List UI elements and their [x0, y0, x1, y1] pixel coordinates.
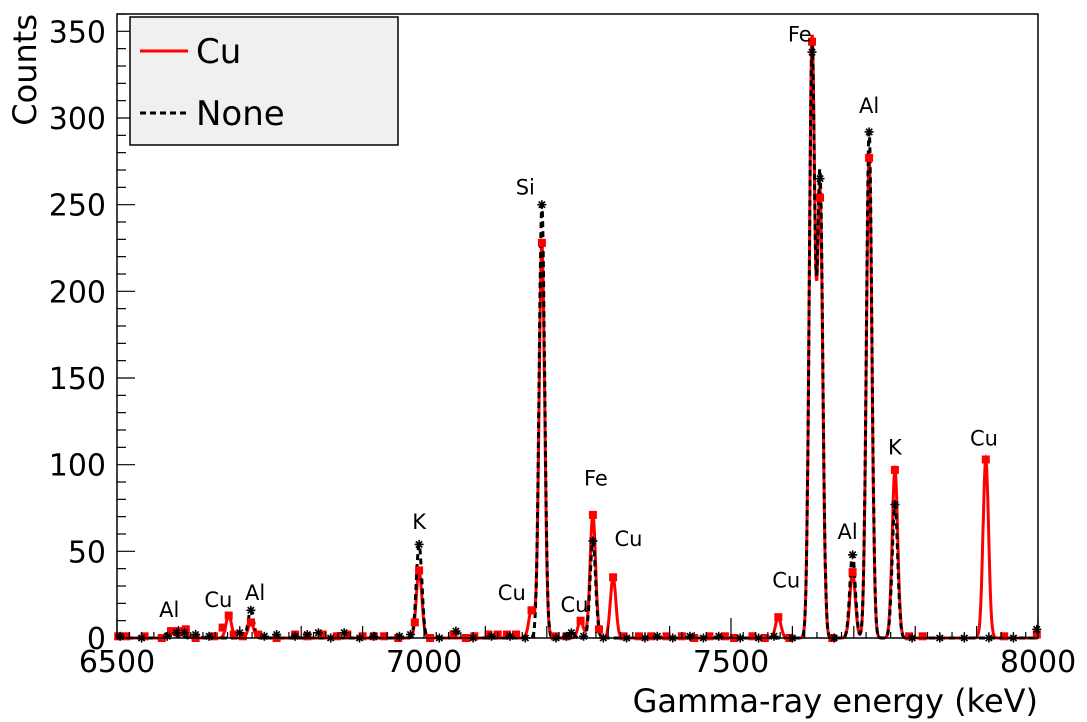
x-axis-title: Gamma-ray energy (keV) — [633, 682, 1038, 720]
data-point-none — [313, 628, 323, 638]
peak-label: Cu — [498, 581, 526, 605]
peak-label: Cu — [560, 593, 588, 617]
data-point-none — [848, 550, 858, 560]
data-point-cu — [318, 630, 327, 639]
y-tick-label: 300 — [49, 102, 106, 137]
data-point-cu — [502, 630, 511, 639]
x-tick-label: 7000 — [386, 645, 462, 680]
peak-label: Fe — [584, 466, 608, 490]
data-point-cu — [332, 632, 341, 641]
data-point-cu — [609, 573, 618, 582]
data-point-none — [864, 127, 874, 137]
y-tick-label: 250 — [49, 189, 106, 224]
data-point-cu — [537, 238, 546, 247]
x-tick-label: 6500 — [79, 645, 155, 680]
y-tick-label: 50 — [68, 535, 106, 570]
data-point-cu — [140, 632, 149, 641]
data-point-cu — [865, 153, 874, 162]
peak-label: K — [412, 510, 427, 534]
data-point-cu — [595, 625, 603, 634]
axis-ticks — [116, 13, 1039, 639]
data-point-none — [890, 500, 900, 509]
y-tick-label: 350 — [49, 15, 106, 50]
x-tick-label: 7500 — [693, 645, 769, 680]
y-tick-label: 200 — [49, 275, 106, 310]
data-point-cu — [527, 606, 536, 615]
data-point-cu — [619, 632, 628, 641]
data-point-cu — [218, 623, 227, 632]
y-tick-label: 100 — [49, 449, 106, 484]
peak-label: Cu — [772, 569, 800, 593]
data-point-cu — [576, 616, 585, 625]
data-point-none — [451, 626, 461, 636]
data-point-none — [414, 539, 424, 549]
legend-label-cu: Cu — [196, 32, 241, 72]
data-point-cu — [181, 625, 190, 634]
data-point-cu — [905, 632, 914, 641]
peak-annotations: Al Cu Al K Cu Si Cu Fe Cu Cu Fe Al Al K Cu — [159, 23, 998, 622]
data-point-none — [815, 174, 825, 184]
axis-tick-labels: 6500 7000 7500 8000 0 50 100 150 200 250 300 350 — [49, 15, 1076, 680]
data-point-cu — [774, 613, 783, 622]
data-point-none — [180, 628, 189, 638]
peak-label: K — [888, 435, 903, 459]
data-point-cu — [224, 611, 233, 620]
data-point-cu — [748, 632, 757, 641]
data-point-cu — [410, 618, 419, 627]
legend: Cu None — [129, 16, 399, 146]
data-point-cu — [122, 632, 131, 641]
data-point-cu — [238, 632, 247, 641]
peak-label: Si — [516, 175, 535, 199]
data-point-cu — [808, 37, 816, 46]
data-point-none — [588, 536, 598, 546]
legend-box — [129, 16, 399, 146]
data-point-cu — [512, 630, 521, 639]
data-point-cu — [380, 632, 389, 641]
data-point-none — [246, 605, 256, 615]
data-point-none — [339, 628, 349, 638]
data-point-cu — [981, 455, 990, 464]
data-point-cu — [1032, 630, 1041, 639]
data-point-cu — [1000, 632, 1009, 641]
data-point-cu — [246, 618, 255, 627]
data-point-cu — [848, 568, 857, 577]
data-point-cu — [254, 630, 263, 639]
peak-label: Al — [159, 598, 179, 622]
peak-label: Al — [859, 94, 879, 118]
data-point-cu — [484, 630, 493, 639]
peak-label: Cu — [614, 527, 642, 551]
data-point-cu — [918, 632, 927, 641]
data-point-cu — [229, 630, 238, 639]
legend-label-none: None — [196, 94, 285, 134]
y-tick-label: 150 — [49, 362, 106, 397]
peak-label: Al — [838, 520, 858, 544]
data-point-cu — [662, 632, 671, 641]
peak-label: Fe — [788, 23, 812, 47]
data-point-cu — [890, 465, 899, 474]
data-point-cu — [634, 632, 643, 641]
data-point-cu — [210, 632, 218, 641]
x-tick-label: 8000 — [1000, 645, 1076, 680]
data-point-cu — [705, 632, 714, 641]
peak-label: Al — [245, 581, 265, 605]
y-axis-title: Counts — [6, 14, 44, 126]
data-point-none — [302, 630, 312, 639]
data-point-none — [537, 200, 547, 210]
peak-label: Cu — [204, 588, 232, 612]
data-point-cu — [588, 510, 597, 519]
y-tick-label: 0 — [87, 622, 106, 657]
data-point-cu — [647, 632, 656, 641]
data-point-cu — [720, 632, 729, 641]
data-point-cu — [415, 566, 424, 575]
data-point-cu — [343, 630, 352, 639]
data-point-cu — [167, 627, 175, 636]
data-point-cu — [816, 193, 824, 202]
peak-label: Cu — [970, 427, 998, 451]
data-point-none — [1032, 624, 1042, 634]
data-point-none — [807, 47, 817, 57]
